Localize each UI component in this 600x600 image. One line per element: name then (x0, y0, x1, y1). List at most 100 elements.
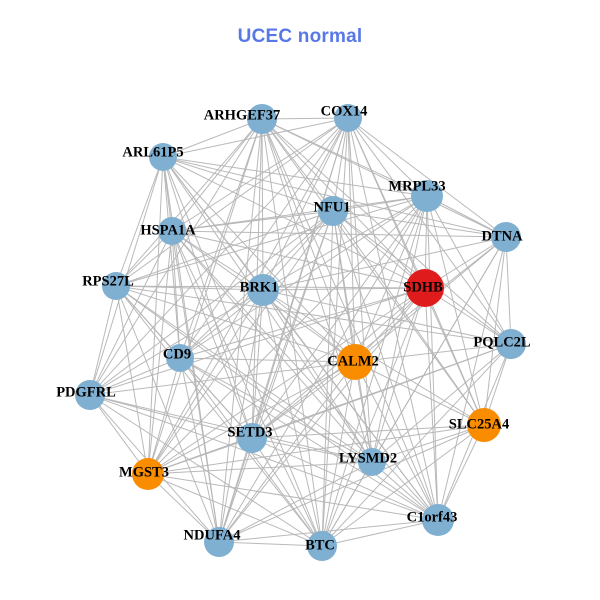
graph-edge (89, 361, 356, 396)
graph-edge (179, 287, 426, 359)
graph-node-c1orf43[interactable] (422, 504, 454, 536)
graph-edge (115, 285, 356, 363)
graph-node-label-mrpl33: MRPL33 (388, 178, 445, 194)
graph-edge (426, 195, 512, 345)
graph-edge (218, 437, 253, 543)
graph-edge (162, 156, 356, 363)
graph-edge (426, 195, 439, 521)
graph-node-label-dtna: DTNA (481, 228, 523, 244)
graph-node-arhgef37[interactable] (247, 104, 277, 134)
graph-node-label-hspa1a: HSPA1A (140, 222, 196, 238)
graph-edge (261, 118, 373, 463)
graph-edge (115, 118, 263, 287)
graph-edge (171, 195, 428, 232)
graph-node-pdgfrl[interactable] (75, 380, 105, 410)
graph-node-rps27l[interactable] (102, 272, 130, 300)
graph-edge (147, 437, 253, 475)
graph-node-brk1[interactable] (247, 274, 279, 306)
graph-node-sdhb[interactable] (406, 269, 444, 307)
graph-edge (162, 156, 428, 197)
graph-edge (147, 287, 426, 475)
graph-edge (115, 285, 264, 291)
graph-node-label-cox14: COX14 (321, 103, 368, 119)
graph-node-lysmd2[interactable] (358, 448, 386, 476)
graph-node-label-arhgef37: ARHGEF37 (204, 107, 281, 123)
graph-edge (371, 287, 426, 463)
graph-node-pqlc2l[interactable] (496, 329, 526, 359)
graph-edge (262, 289, 356, 363)
graph-node-cox14[interactable] (334, 104, 362, 132)
graph-edge (332, 117, 349, 212)
graph-node-label-sdhb: SDHB (403, 279, 443, 295)
graph-node-label-btc: BTC (305, 537, 335, 553)
graph-edge (262, 236, 507, 291)
graph-edge (332, 210, 439, 521)
graph-edge (262, 195, 428, 291)
graph-edge (354, 361, 439, 521)
graph-edge (171, 230, 264, 291)
graph-node-setd3[interactable] (237, 423, 267, 453)
graph-edge (89, 394, 149, 475)
graph-edge (437, 236, 507, 521)
graph-node-ndufa4[interactable] (204, 527, 234, 557)
graph-edge (115, 285, 149, 475)
graph-edge (147, 343, 512, 475)
graph-node-cd9[interactable] (166, 344, 194, 372)
graph-edge (162, 156, 181, 359)
graph-node-hspa1a[interactable] (158, 217, 186, 245)
graph-edge (89, 289, 264, 396)
graph-node-mgst3[interactable] (132, 458, 164, 490)
graph-node-calm2[interactable] (337, 344, 373, 380)
graph-edge (162, 156, 426, 289)
graph-edge (171, 230, 373, 463)
graph-edge (251, 424, 485, 439)
graph-node-label-pqlc2l: PQLC2L (473, 334, 531, 350)
graph-edge (437, 424, 485, 521)
graph-edge (179, 357, 220, 543)
graph-edge (115, 156, 164, 287)
graph-edge (251, 437, 439, 521)
graph-edge (251, 236, 507, 439)
graph-edge (162, 156, 253, 439)
graph-node-nfu1[interactable] (318, 196, 348, 226)
graph-edge (261, 118, 512, 345)
graph-edge (179, 289, 264, 359)
graph-node-arl61p5[interactable] (149, 143, 177, 171)
graph-node-dtna[interactable] (491, 222, 521, 252)
graph-node-label-calm2: CALM2 (327, 353, 379, 369)
graph-edge (218, 361, 356, 543)
graph-edge (262, 289, 323, 547)
graph-edge (171, 230, 426, 289)
graph-edge (147, 473, 439, 521)
graph-node-label-brk1: BRK1 (240, 279, 279, 295)
graph-edge (354, 361, 485, 426)
graph-edge (332, 210, 426, 289)
graph-edge (218, 210, 334, 543)
graph-edge (347, 117, 512, 345)
graph-edge (171, 230, 507, 238)
graph-node-label-nfu1: NFU1 (313, 199, 350, 215)
graph-node-slc25a4[interactable] (467, 408, 501, 442)
graph-edge (483, 236, 507, 426)
graph-node-label-pdgfrl: PDGFRL (56, 384, 116, 400)
graph-edge (321, 519, 439, 547)
graph-edge (321, 117, 349, 547)
graph-edge (162, 156, 323, 547)
graph-edge (147, 289, 264, 475)
graph-edge (162, 156, 334, 212)
edges-layer (89, 117, 512, 547)
graph-node-label-cd9: CD9 (163, 346, 191, 362)
nodes-layer (75, 104, 526, 561)
graph-node-mrpl33[interactable] (411, 180, 443, 212)
graph-node-btc[interactable] (307, 531, 337, 561)
graph-edge (147, 156, 164, 475)
graph-edge (115, 285, 323, 547)
graph-edge (89, 394, 373, 463)
graph-edge (251, 195, 428, 439)
graph-edge (251, 437, 373, 463)
graph-edge (321, 461, 373, 547)
graph-edge (251, 361, 356, 439)
graph-edge (89, 357, 181, 396)
